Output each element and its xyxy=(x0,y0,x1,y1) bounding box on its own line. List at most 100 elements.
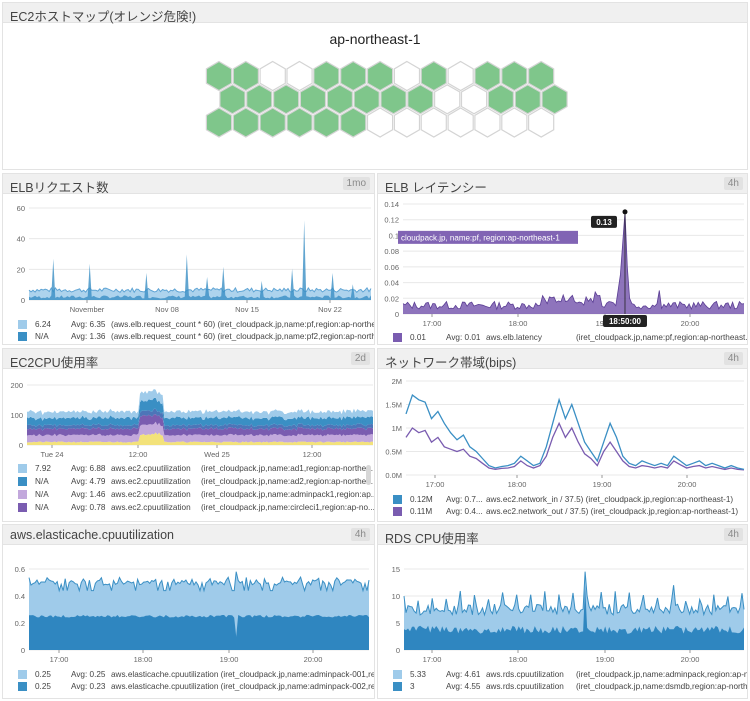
legend-current-value: N/A xyxy=(35,503,49,512)
tooltip-value-box xyxy=(590,215,617,228)
elasticache-range[interactable]: 4h xyxy=(350,528,370,541)
hexmap[interactable] xyxy=(3,31,748,170)
network-chart[interactable]: 2M 1.5M 1M 0.5M 0.0M 17:00 18:00 19:00 20:00 xyxy=(378,371,748,489)
host-hexagon xyxy=(393,107,421,138)
host-hexagon xyxy=(299,84,327,115)
tooltip-series-box xyxy=(398,230,578,244)
legend-current-value: N/A xyxy=(35,332,49,341)
legend-metric: aws.ec2.network_in / 37.5) (iret_cloudpa… xyxy=(486,495,734,504)
x-tick-label: 18:00 xyxy=(509,655,528,664)
elb-latency-chart[interactable]: 0.140.120.10.080.060.040.02017:0018:0019… xyxy=(378,194,748,332)
elb-requests-chart[interactable]: 60 40 20 0 November Nov 08 Nov 15 Nov 22 xyxy=(3,196,375,316)
elb-requests-title: ELBリクエスト数 xyxy=(10,181,109,195)
legend-row[interactable]: 0.25 Avg: 0.25 aws.elasticache.cpuutilizat… xyxy=(3,669,374,681)
host-hexagon xyxy=(527,107,555,138)
legend-current-value: 0.25 xyxy=(35,670,51,679)
series-area xyxy=(29,220,371,300)
x-tick-label: 18:00 xyxy=(509,319,528,328)
legend-row[interactable]: 7.92 Avg: 6.88 aws.ec2.cpuutilization (iret… xyxy=(3,463,374,475)
host-hexagon xyxy=(447,107,474,138)
host-hexagon xyxy=(232,60,259,92)
y-tick-label: 0.1 xyxy=(389,231,399,240)
x-tick-label: 17:00 xyxy=(426,480,445,489)
y-tick-label: 1.5M xyxy=(385,401,402,410)
stacked-series-area xyxy=(27,414,373,437)
x-tick-label: November xyxy=(70,305,105,314)
ec2-cpu-range[interactable]: 2d xyxy=(350,352,370,365)
network-title: ネットワーク帯域(bips) xyxy=(385,356,517,370)
series-line xyxy=(28,286,372,294)
legend-avg: Avg: 0.7... xyxy=(446,495,483,504)
x-tick-label: 20:00 xyxy=(678,480,697,489)
legend-avg: Avg: 4.55 xyxy=(446,682,481,691)
legend-metric: aws.ec2.cpuutilization xyxy=(111,490,191,499)
legend-row[interactable]: N/A Avg: 1.36 (aws.elb.request_count * 60)… xyxy=(3,331,374,343)
host-hexagon xyxy=(420,60,447,92)
y-tick-label: 0 xyxy=(395,310,399,319)
legend-current-value: 0.25 xyxy=(35,682,51,691)
x-tick-label: 20:00 xyxy=(681,655,700,664)
host-hexagon xyxy=(259,60,286,92)
rds-cpu-chart[interactable]: 15 10 5 0 17:00 18:00 19:00 20:00 xyxy=(378,547,748,667)
elb-requests-range[interactable]: 1mo xyxy=(342,177,370,190)
legend-row[interactable]: 0.01 Avg: 0.01 aws.elb.latency (iret_cloudp… xyxy=(378,332,747,344)
legend-row[interactable]: N/A Avg: 0.78 aws.ec2.cpuutilization (iret_… xyxy=(3,502,374,514)
legend-metric: aws.ec2.cpuutilization xyxy=(111,477,191,486)
legend-current-value: N/A xyxy=(35,490,49,499)
series-area xyxy=(404,585,744,650)
legend-swatch xyxy=(18,320,27,329)
host-hexagon xyxy=(420,107,447,138)
host-hexagon xyxy=(232,107,259,138)
host-hexagon xyxy=(474,60,501,92)
legend-row[interactable]: 0.25 Avg: 0.23 aws.elasticache.cpuutilizat… xyxy=(3,681,374,693)
legend-tags: (iret_cloudpack.jp,name:adminpack1,regio… xyxy=(201,490,375,499)
ec2-cpu-panel: EC2CPU使用率 2d 200 100 0 Tue 24 12:00 Wed 25 12:… xyxy=(2,348,375,522)
y-tick-label: 0.02 xyxy=(384,294,399,303)
host-hexagon xyxy=(366,107,394,138)
legend-swatch xyxy=(393,507,402,516)
elasticache-panel: aws.elasticache.cpuutilization 4h 0.6 0.4… xyxy=(2,524,375,699)
hostmap-region-label: ap-northeast-1 xyxy=(329,31,421,47)
rds-cpu-title: RDS CPU使用率 xyxy=(385,532,479,546)
legend-current-value: 0.11M xyxy=(410,507,433,516)
legend-metric: aws.elasticache.cpuutilization (iret_clo… xyxy=(111,670,375,679)
legend-row[interactable]: N/A Avg: 4.79 aws.ec2.cpuutilization (iret_… xyxy=(3,476,374,488)
legend-row[interactable]: 0.11M Avg: 0.4... aws.ec2.network_out / 37… xyxy=(378,506,747,518)
legend-row[interactable]: 5.33 Avg: 4.61 aws.rds.cpuutilization (iret… xyxy=(378,669,747,681)
legend-row[interactable]: 6.24 Avg: 6.35 (aws.elb.request_count * 60… xyxy=(3,319,374,331)
tooltip-value: 0.13 xyxy=(596,218,612,227)
host-hexagon xyxy=(246,84,273,115)
ec2-cpu-legend-scrollbar[interactable] xyxy=(366,465,371,485)
series-line xyxy=(402,211,745,311)
host-hexagon xyxy=(541,84,568,115)
legend-swatch xyxy=(393,495,402,504)
series-line xyxy=(403,571,745,617)
host-hexagon xyxy=(313,107,340,138)
x-tick-label: Nov 22 xyxy=(318,305,342,314)
legend-current-value: N/A xyxy=(35,477,49,486)
host-hexagon xyxy=(487,84,514,115)
host-hexagon xyxy=(219,84,246,115)
elb-latency-range[interactable]: 4h xyxy=(723,177,743,190)
x-tick-label: 12:00 xyxy=(129,450,148,459)
host-hexagon xyxy=(434,84,461,115)
host-hexagon xyxy=(380,84,407,115)
y-tick-label: 0.6 xyxy=(15,565,25,574)
y-tick-label: 0.06 xyxy=(384,263,399,272)
legend-current-value: 0.12M xyxy=(410,495,433,504)
tooltip-series: cloudpack.jp, name:pf, region:ap-northea… xyxy=(401,233,560,242)
host-hexagon xyxy=(286,107,313,138)
host-hexagon xyxy=(514,84,541,115)
ec2-cpu-chart[interactable]: 200 100 0 Tue 24 12:00 Wed 25 12:00 xyxy=(3,371,375,481)
legend-metric: aws.elasticache.cpuutilization (iret_clo… xyxy=(111,682,375,691)
elasticache-chart[interactable]: 0.6 0.4 0.2 0 17:00 18:00 19:00 20:00 xyxy=(3,547,375,667)
legend-row[interactable]: 3 Avg: 4.55 aws.rds.cpuutilization (iret_cl… xyxy=(378,681,747,693)
legend-row[interactable]: 0.12M Avg: 0.7... aws.ec2.network_in / 37.… xyxy=(378,494,747,506)
rds-cpu-range[interactable]: 4h xyxy=(723,528,743,541)
y-tick-label: 5 xyxy=(396,619,400,628)
x-tick-label: 18:00 xyxy=(508,480,527,489)
network-range[interactable]: 4h xyxy=(723,352,743,365)
legend-row[interactable]: N/A Avg: 1.46 aws.ec2.cpuutilization (iret_… xyxy=(3,489,374,501)
legend-metric: aws.ec2.network_out / 37.5) (iret_cloudp… xyxy=(486,507,739,516)
y-tick-label: 0.2 xyxy=(15,619,25,628)
